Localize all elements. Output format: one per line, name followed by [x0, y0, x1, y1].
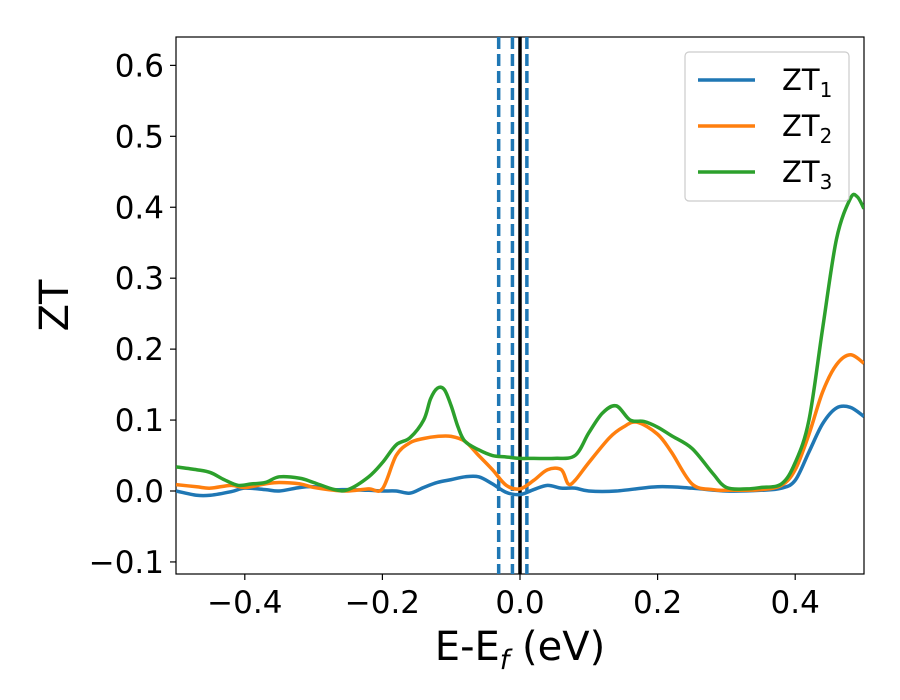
- y-axis: −0.1 0.0 0.1 0.2 0.3 0.4 0.5 0.6: [89, 48, 176, 581]
- x-tick-label: −0.4: [207, 585, 282, 621]
- legend-label-zt2: ZT2: [782, 109, 832, 148]
- legend-box: [684, 51, 850, 202]
- legend-label-zt1: ZT1: [782, 63, 832, 102]
- y-tick-label: 0.4: [115, 190, 164, 226]
- y-axis-label: ZT: [32, 279, 78, 331]
- y-tick-label: −0.1: [89, 545, 164, 581]
- x-tick-label: 0.4: [771, 585, 820, 621]
- series-lines: [176, 192, 864, 498]
- y-tick-label: 0.1: [115, 403, 164, 439]
- y-tick-label: 0.3: [115, 261, 164, 297]
- y-tick-label: 0.6: [115, 48, 164, 84]
- x-axis-label: E-Ef (eV): [435, 624, 605, 676]
- x-axis: −0.4 −0.2 0.0 0.2 0.4: [207, 574, 820, 621]
- series-line-zt3: [176, 192, 864, 493]
- y-tick-label: 0.0: [115, 474, 164, 510]
- x-axis-label-main: E-E: [435, 624, 500, 670]
- legend-label-zt3: ZT3: [782, 155, 832, 194]
- x-axis-label-unit: (eV): [509, 624, 605, 670]
- y-tick-label: 0.5: [115, 119, 164, 155]
- x-tick-label: 0.0: [495, 585, 544, 621]
- x-tick-label: 0.2: [633, 585, 682, 621]
- legend: ZT1 ZT2 ZT3: [684, 51, 850, 202]
- x-tick-label: −0.2: [345, 585, 420, 621]
- y-tick-label: 0.2: [115, 332, 164, 368]
